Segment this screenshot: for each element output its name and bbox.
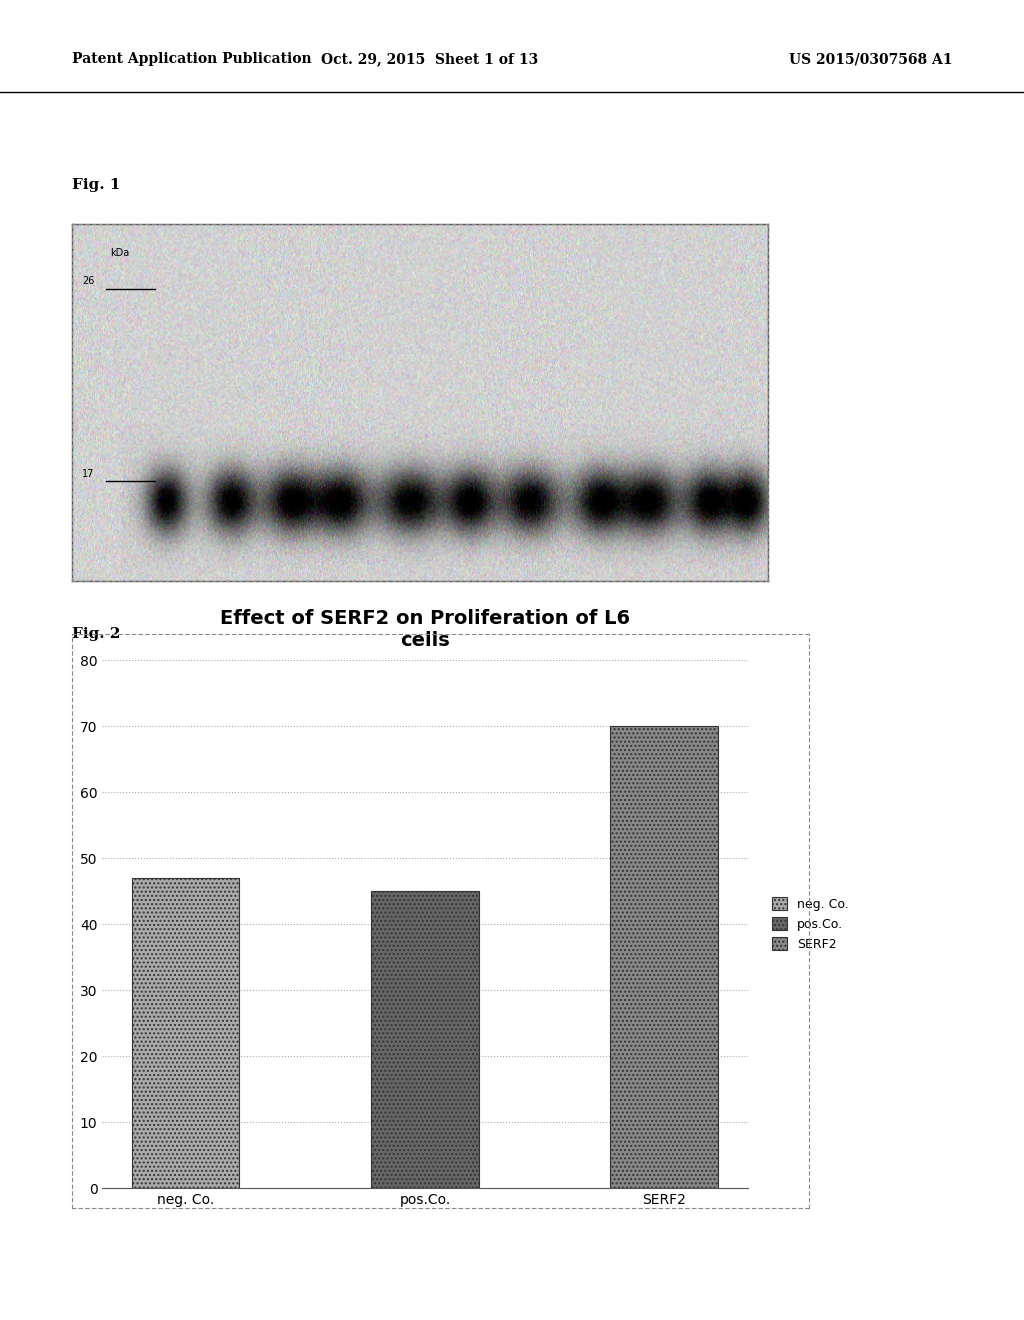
Text: Patent Application Publication: Patent Application Publication — [72, 53, 311, 66]
Text: Fig. 2: Fig. 2 — [72, 627, 120, 640]
Title: Effect of SERF2 on Proliferation of L6
cells: Effect of SERF2 on Proliferation of L6 c… — [220, 609, 630, 651]
Text: kDa: kDa — [110, 248, 129, 257]
Text: Oct. 29, 2015  Sheet 1 of 13: Oct. 29, 2015 Sheet 1 of 13 — [322, 53, 539, 66]
Legend: neg. Co., pos.Co., SERF2: neg. Co., pos.Co., SERF2 — [767, 892, 853, 956]
Bar — [371, 891, 479, 1188]
Text: 26: 26 — [82, 276, 94, 286]
Bar — [610, 726, 718, 1188]
Text: 17: 17 — [82, 469, 94, 479]
Bar — [132, 878, 240, 1188]
Text: Fig. 1: Fig. 1 — [72, 178, 120, 191]
Text: US 2015/0307568 A1: US 2015/0307568 A1 — [788, 53, 952, 66]
